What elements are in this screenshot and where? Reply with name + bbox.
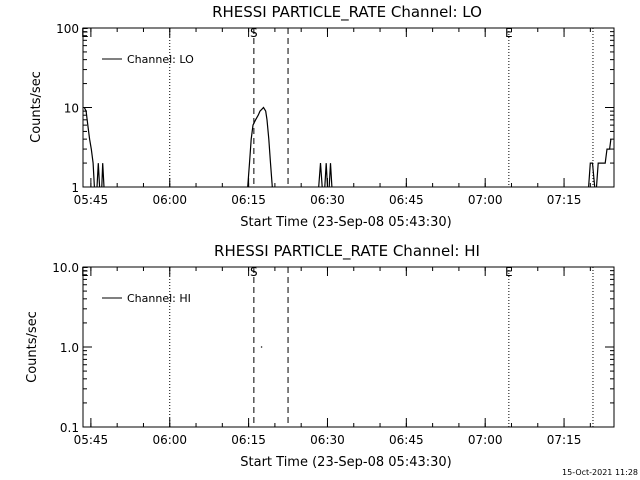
x-tick-label: 06:30: [310, 193, 345, 207]
timestamp-label: 15-Oct-2021 11:28: [562, 468, 638, 477]
x-tick-label: 06:00: [152, 193, 187, 207]
series-line: [595, 139, 612, 188]
x-tick-label: 07:00: [468, 193, 503, 207]
series-line: [328, 163, 333, 188]
chart-title: RHESSI PARTICLE_RATE Channel: LO: [212, 3, 482, 22]
x-tick-label: 07:15: [547, 193, 582, 207]
y-tick-label: 10.0: [52, 261, 79, 275]
x-axis-label: Start Time (23-Sep-08 05:43:30): [240, 455, 451, 470]
x-tick-label: 07:15: [547, 433, 582, 447]
series-line: [324, 163, 329, 188]
plot-frame: [82, 266, 615, 428]
legend: Channel: LO: [102, 53, 194, 66]
legend: Channel: HI: [102, 292, 191, 305]
x-tick-label: 05:45: [74, 193, 109, 207]
plot-frame: [82, 27, 615, 188]
x-tick-label: 07:00: [468, 433, 503, 447]
tick-layer: 05:45 06:00 06:15 06:30 06:45 07:00 07:15 0.1 1.…: [52, 261, 614, 447]
panel-hi: RHESSI PARTICLE_RATE Channel: HI E S E 05:…: [25, 242, 615, 470]
series-line: [588, 162, 596, 188]
series-line: [83, 107, 95, 188]
series-line: [247, 106, 273, 188]
x-tick-label: 06:45: [389, 433, 424, 447]
event-marker-label: E: [505, 265, 513, 279]
x-tick-label: 06:00: [152, 433, 187, 447]
x-tick-label: 05:45: [74, 433, 109, 447]
event-marker-label: S: [250, 26, 258, 40]
y-tick-label: 1: [71, 181, 79, 195]
event-marker-label: S: [250, 265, 258, 279]
y-tick-label: 100: [56, 22, 79, 36]
x-tick-label: 06:30: [310, 433, 345, 447]
tick-layer: 05:45 06:00 06:15 06:30 06:45 07:00 07:15 1 10 10…: [56, 22, 614, 207]
y-tick-label: 10: [64, 102, 79, 116]
series-line: [318, 163, 323, 188]
event-marker-label: E: [81, 265, 89, 279]
y-tick-label: 0.1: [60, 421, 79, 435]
y-axis-label: Counts/sec: [29, 71, 44, 143]
legend-label: Channel: HI: [127, 292, 191, 305]
legend-label: Channel: LO: [127, 53, 194, 66]
y-tick-label: 1.0: [60, 341, 79, 355]
series-line: [101, 163, 105, 188]
x-axis-label: Start Time (23-Sep-08 05:43:30): [240, 215, 451, 230]
series-line: [96, 163, 101, 188]
x-tick-label: 06:15: [231, 433, 266, 447]
event-marker-label: E: [505, 26, 513, 40]
chart-title: RHESSI PARTICLE_RATE Channel: HI: [214, 242, 480, 261]
y-axis-label: Counts/sec: [25, 311, 40, 383]
x-tick-label: 06:15: [231, 193, 266, 207]
panel-lo: RHESSI PARTICLE_RATE Channel: LO E S E 05:…: [29, 3, 615, 230]
event-marker-label: E: [81, 26, 89, 40]
x-tick-label: 06:45: [389, 193, 424, 207]
data-layer: [83, 106, 612, 188]
